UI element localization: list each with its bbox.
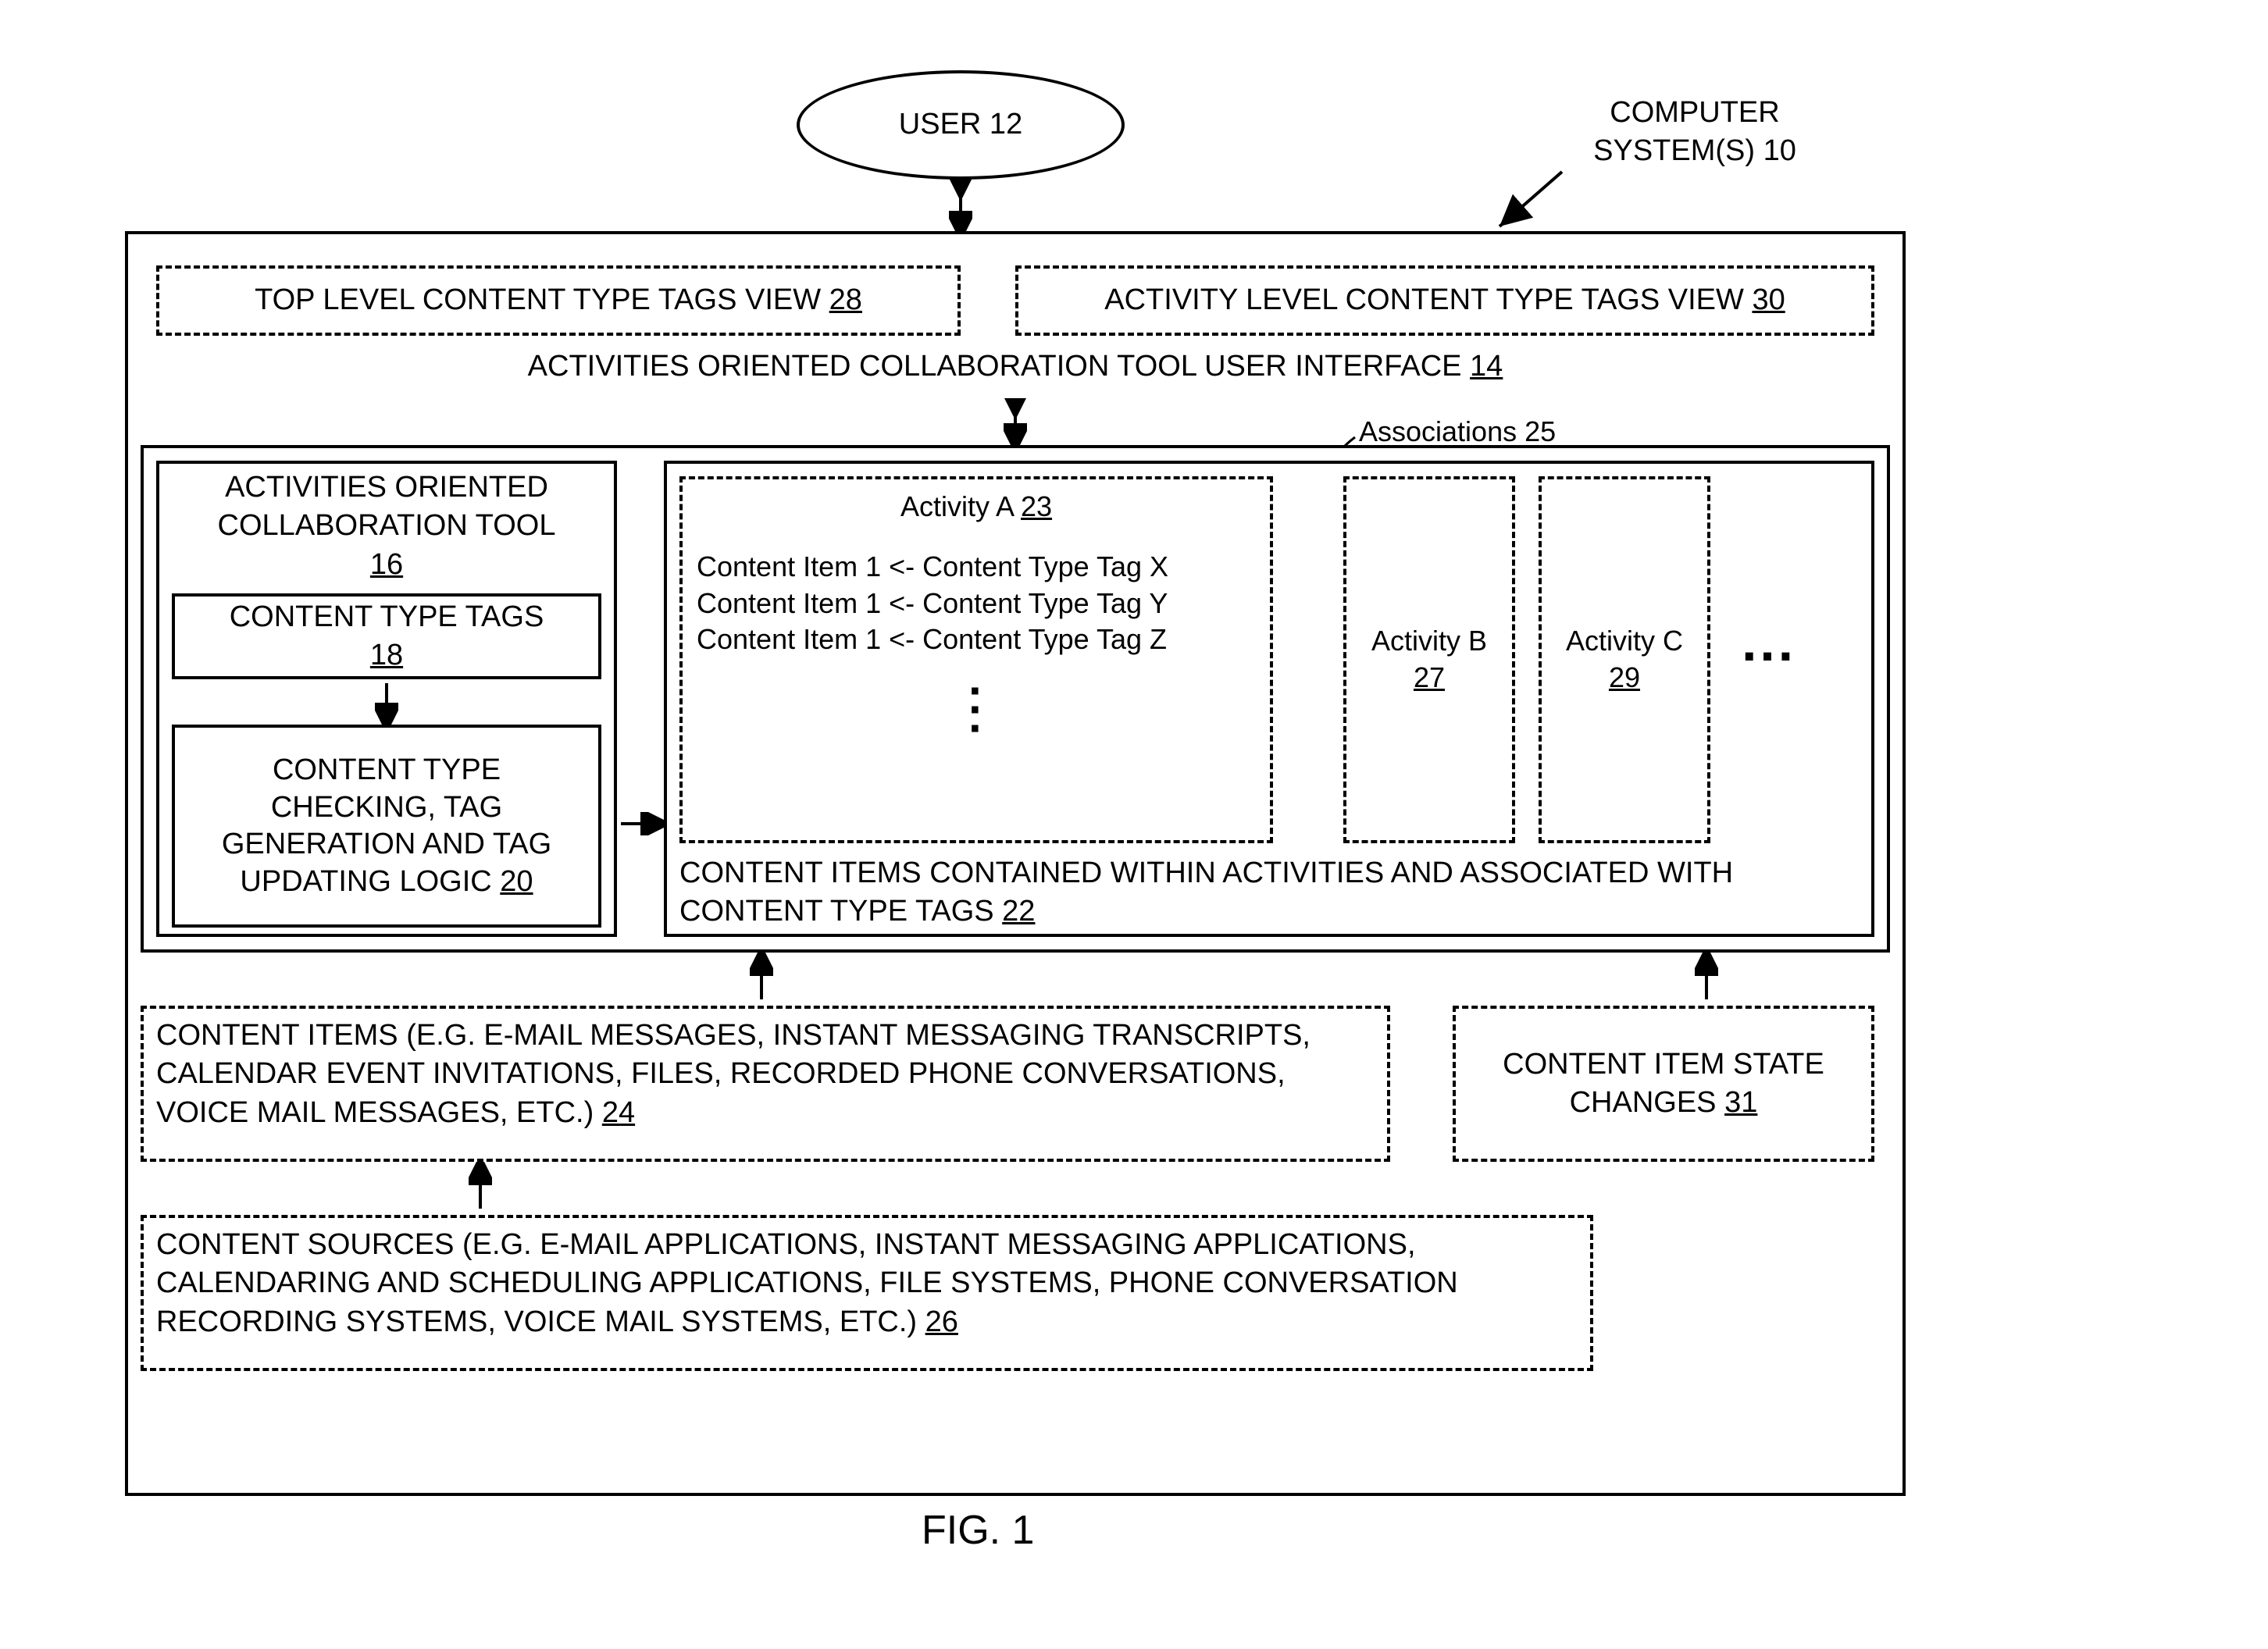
computer-system-label: COMPUTER SYSTEM(S) 10 xyxy=(1531,94,1859,171)
activity-b-box: Activity B 27 xyxy=(1343,476,1515,843)
activity-a-row-0: Content Item 1 <- Content Type Tag X xyxy=(697,549,1256,586)
logic-box: CONTENT TYPE CHECKING, TAG GENERATION AN… xyxy=(172,725,601,928)
ui-collab-arrow xyxy=(1004,398,1027,445)
content-items-contained-label: CONTENT ITEMS CONTAINED WITHIN ACTIVITIE… xyxy=(679,854,1859,931)
activity-level-tags-text: ACTIVITY LEVEL CONTENT TYPE TAGS VIEW 30 xyxy=(1104,281,1785,319)
ui-bar-label: ACTIVITIES ORIENTED COLLABORATION TOOL U… xyxy=(141,344,1890,390)
state-up-arrow xyxy=(1695,953,1718,1006)
top-level-tags-text: TOP LEVEL CONTENT TYPE TAGS VIEW 28 xyxy=(255,281,862,319)
activity-level-tags-view: ACTIVITY LEVEL CONTENT TYPE TAGS VIEW 30 xyxy=(1015,265,1874,336)
activity-c-box: Activity C 29 xyxy=(1539,476,1710,843)
activities-hdots: ··· xyxy=(1742,625,1796,687)
system-arrow xyxy=(1484,164,1578,234)
user-label: USER 12 xyxy=(899,105,1022,144)
logic-content-arrow xyxy=(617,812,664,835)
activity-a-row-2: Content Item 1 <- Content Type Tag Z xyxy=(697,621,1256,658)
activity-a-row-1: Content Item 1 <- Content Type Tag Y xyxy=(697,586,1256,622)
content-items-box: CONTENT ITEMS (E.G. E-MAIL MESSAGES, INS… xyxy=(141,1006,1390,1162)
user-ellipse: USER 12 xyxy=(797,70,1125,180)
sources-up-arrow xyxy=(469,1162,492,1215)
activity-a-box: Activity A 23 Content Item 1 <- Content … xyxy=(679,476,1273,843)
content-type-tags-box: CONTENT TYPE TAGS 18 xyxy=(172,593,601,679)
items-up-arrow xyxy=(750,953,773,1006)
activity-a-vdots: ··· xyxy=(697,682,1256,738)
collab-tool-title: ACTIVITIES ORIENTED COLLABORATION TOOL 1… xyxy=(156,468,617,584)
activity-a-title: Activity A 23 xyxy=(697,489,1256,525)
top-level-tags-view: TOP LEVEL CONTENT TYPE TAGS VIEW 28 xyxy=(156,265,961,336)
user-system-arrow xyxy=(949,178,972,234)
figure-label: FIG. 1 xyxy=(922,1507,1034,1554)
state-changes-box: CONTENT ITEM STATE CHANGES 31 xyxy=(1453,1006,1874,1162)
content-sources-box: CONTENT SOURCES (E.G. E-MAIL APPLICATION… xyxy=(141,1215,1593,1371)
tags-logic-arrow xyxy=(375,679,398,726)
